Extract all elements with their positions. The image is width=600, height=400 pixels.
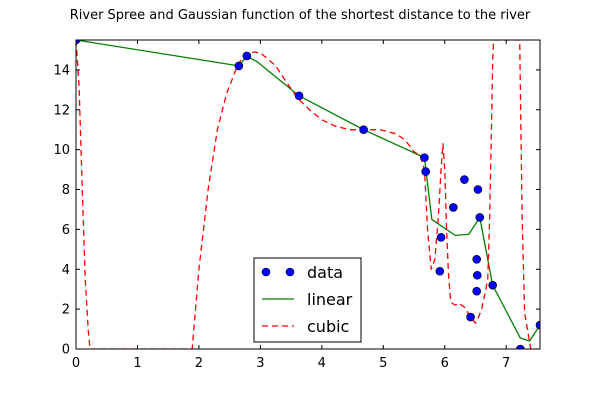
data-point	[473, 185, 483, 194]
y-tick-label: 8	[62, 183, 70, 198]
data-point	[460, 175, 469, 184]
x-tick-label: 2	[195, 356, 203, 371]
data-point	[473, 270, 482, 280]
legend-marker-data	[261, 267, 271, 277]
data-point	[472, 254, 482, 264]
legend: data linear cubic	[253, 257, 362, 343]
data-point	[472, 286, 482, 296]
x-tick-label: 3	[256, 356, 264, 371]
data-point	[535, 320, 540, 330]
y-tick-label: 14	[53, 63, 70, 78]
legend-label-data: data	[307, 263, 343, 282]
legend-marker-data	[285, 267, 295, 277]
y-tick-label: 12	[53, 103, 70, 118]
x-tick-label: 6	[441, 356, 449, 371]
x-tick-label: 0	[72, 356, 80, 371]
legend-label-cubic: cubic	[307, 317, 349, 336]
data-point	[421, 167, 430, 176]
data-point	[359, 125, 368, 135]
data-point	[436, 233, 446, 242]
data-point	[449, 203, 458, 212]
data-point	[435, 266, 445, 276]
legend-label-linear: linear	[307, 290, 353, 309]
y-tick-label: 2	[62, 303, 70, 318]
data-point	[516, 344, 525, 349]
data-point	[475, 213, 485, 222]
y-tick-label: 0	[62, 343, 70, 358]
y-tick-label: 10	[53, 143, 70, 158]
y-tick-label: 6	[62, 223, 70, 238]
x-tick-label: 4	[318, 356, 326, 371]
y-tick-label: 4	[62, 263, 70, 278]
data-point	[420, 153, 429, 162]
axes-frame	[75, 39, 541, 350]
data-point	[466, 312, 475, 322]
x-tick-label: 7	[502, 356, 510, 371]
series-cubic-line	[76, 40, 540, 349]
plot-content	[76, 40, 540, 349]
data-point	[234, 61, 244, 71]
x-tick-label: 1	[133, 356, 141, 371]
chart-title: River Spree and Gaussian function of the…	[70, 8, 531, 23]
data-point	[294, 91, 304, 101]
data-point	[242, 51, 252, 61]
legend-box	[253, 257, 362, 343]
data-point	[76, 40, 81, 45]
x-tick-label: 5	[379, 356, 387, 371]
data-point	[488, 280, 497, 290]
